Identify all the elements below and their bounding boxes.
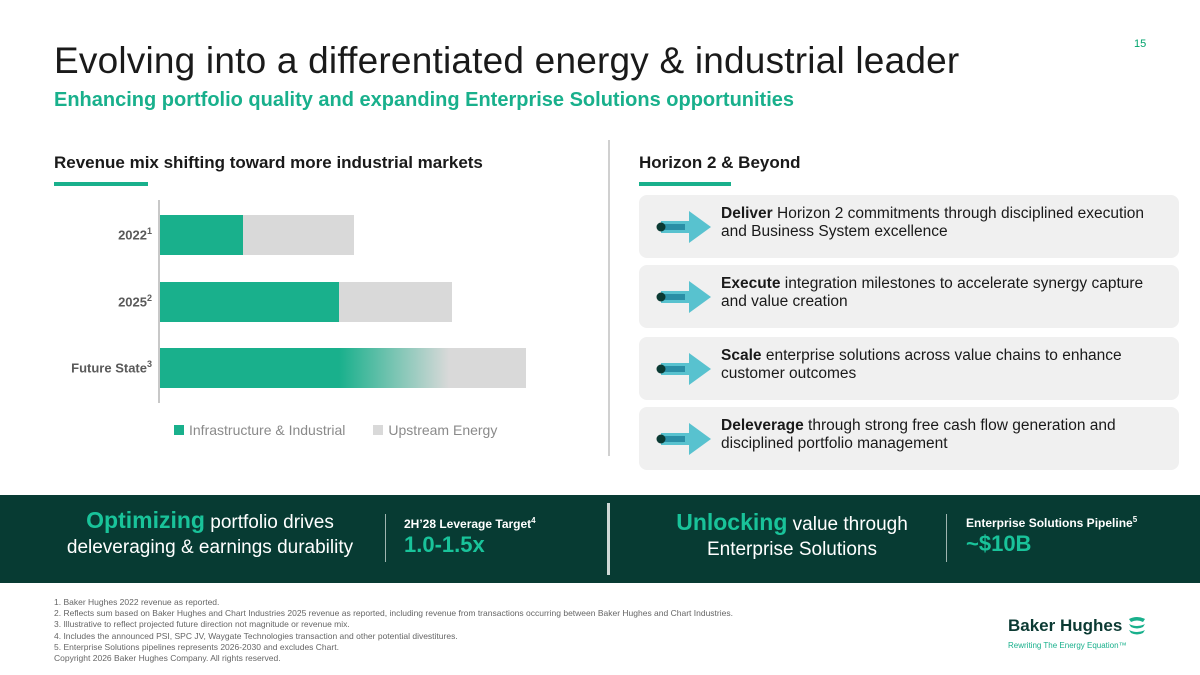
baker-hughes-logo: Baker Hughes Rewriting The Energy Equati… — [1008, 615, 1148, 650]
horizon-card-execute: Execute integration milestones to accele… — [639, 265, 1179, 328]
footnotes: 1. Baker Hughes 2022 revenue as reported… — [54, 597, 733, 664]
logo-tagline: Rewriting The Energy Equation™ — [1008, 641, 1127, 650]
footnote: 4. Includes the announced PSI, SPC JV, W… — [54, 630, 458, 641]
bar-row: Future State3 — [50, 348, 570, 388]
banner-right-line2: Enterprise Solutions — [706, 539, 878, 560]
kpi-label-text: 2H’28 Leverage Target — [404, 517, 532, 531]
copyright: Copyright 2026 Baker Hughes Company. All… — [54, 653, 281, 664]
bar-upstream-segment — [448, 348, 527, 388]
legend-swatch-green — [174, 425, 184, 435]
logo-mark-icon — [1129, 617, 1146, 635]
bar-infrastructure-segment — [160, 215, 244, 255]
kpi-footnote: 4 — [531, 516, 536, 525]
logo-wordmark: Baker Hughes — [1008, 616, 1123, 635]
bar-upstream-segment — [243, 215, 355, 255]
chart-legend: Infrastructure & Industrial Upstream Ene… — [174, 422, 497, 438]
legend-label: Infrastructure & Industrial — [189, 422, 346, 438]
card-keyword: Execute — [721, 275, 781, 292]
horizon-card-deleverage: Deleverage through strong free cash flow… — [639, 407, 1179, 470]
card-text: Deleverage through strong free cash flow… — [721, 417, 1166, 453]
legend-item-infrastructure: Infrastructure & Industrial — [174, 422, 345, 438]
card-keyword: Deleverage — [721, 417, 804, 434]
footnote: 2. Reflects sum based on Baker Hughes an… — [54, 608, 733, 619]
page-subtitle: Enhancing portfolio quality and expandin… — [54, 89, 795, 111]
card-text: Deliver Horizon 2 commitments through di… — [721, 205, 1166, 241]
category-footnote: 3 — [146, 359, 152, 369]
arrow-icon — [656, 211, 711, 243]
banner-left-highlight: Optimizing — [86, 507, 205, 533]
banner-left-statement: Optimizing portfolio drives deleveraging… — [40, 508, 380, 560]
banner-center-divider — [607, 503, 610, 575]
banner-separator-1 — [385, 514, 386, 562]
legend-item-upstream: Upstream Energy — [373, 422, 497, 438]
card-text: Scale enterprise solutions across value … — [721, 347, 1166, 383]
leverage-target-label: 2H’28 Leverage Target4 — [404, 516, 536, 531]
bar-upstream-segment — [339, 282, 453, 322]
legend-label: Upstream Energy — [388, 422, 498, 438]
arrow-icon — [656, 423, 711, 455]
bar-category-label: 20221 — [118, 226, 152, 243]
banner-right-statement: Unlocking value through Enterprise Solut… — [652, 510, 932, 562]
category-footnote: 1 — [146, 226, 152, 236]
card-body: through strong free cash flow generation… — [721, 417, 1116, 452]
section-divider — [608, 140, 610, 456]
pipeline-value: ~$10B — [966, 531, 1032, 556]
footnote: 3. Illustrative to reflect projected fut… — [54, 619, 350, 630]
banner-left-line1: Optimizing portfolio drives — [40, 508, 380, 535]
card-body: enterprise solutions across value chains… — [721, 347, 1122, 382]
bar-row: 20252 — [50, 282, 570, 322]
horizon-heading-underline — [639, 182, 731, 186]
card-body: integration milestones to accelerate syn… — [721, 275, 1144, 310]
chart-axis — [158, 200, 160, 403]
horizon-heading: Horizon 2 & Beyond — [639, 153, 801, 172]
revenue-mix-chart: 20221 20252 Future State3 — [50, 200, 570, 450]
pipeline-label: Enterprise Solutions Pipeline5 — [966, 515, 1137, 530]
kpi-footnote: 5 — [1132, 515, 1138, 524]
chart-section-heading: Revenue mix shifting toward more industr… — [54, 153, 483, 172]
banner-left-text1: portfolio drives — [204, 512, 334, 533]
kpi-label-text: Enterprise Solutions Pipeline — [966, 516, 1133, 530]
horizon-card-scale: Scale enterprise solutions across value … — [639, 337, 1179, 400]
footnote: 5. Enterprise Solutions pipelines repres… — [54, 641, 339, 652]
horizon-card-deliver: Deliver Horizon 2 commitments through di… — [639, 195, 1179, 258]
bottom-banner — [0, 495, 1200, 583]
legend-swatch-gray — [373, 425, 384, 435]
bar-category-label: 20252 — [118, 293, 152, 310]
bar-infrastructure-segment — [160, 282, 340, 322]
bar-row: 20221 — [50, 215, 570, 255]
page-title: Evolving into a differentiated energy & … — [54, 40, 960, 81]
card-keyword: Deliver — [721, 205, 773, 222]
arrow-icon — [656, 353, 711, 385]
leverage-target-value: 1.0-1.5x — [404, 532, 485, 557]
banner-right-text1: value through — [787, 514, 908, 535]
card-keyword: Scale — [721, 347, 762, 364]
bar-category-label: Future State3 — [71, 359, 152, 376]
banner-right-highlight: Unlocking — [676, 509, 788, 535]
page-number: 15 — [1134, 38, 1147, 50]
category-footnote: 2 — [146, 293, 152, 303]
banner-left-line2: deleveraging & earnings durability — [66, 537, 354, 558]
card-body: Horizon 2 commitments through discipline… — [721, 205, 1145, 240]
chart-heading-underline — [54, 182, 148, 186]
arrow-icon — [656, 281, 711, 313]
logo-name: Baker Hughes — [1008, 615, 1148, 637]
card-text: Execute integration milestones to accele… — [721, 275, 1166, 311]
bar-infrastructure-segment — [160, 348, 449, 388]
banner-separator-2 — [946, 514, 947, 562]
banner-right-line1: Unlocking value through — [652, 510, 932, 537]
footnote: 1. Baker Hughes 2022 revenue as reported… — [54, 597, 220, 607]
